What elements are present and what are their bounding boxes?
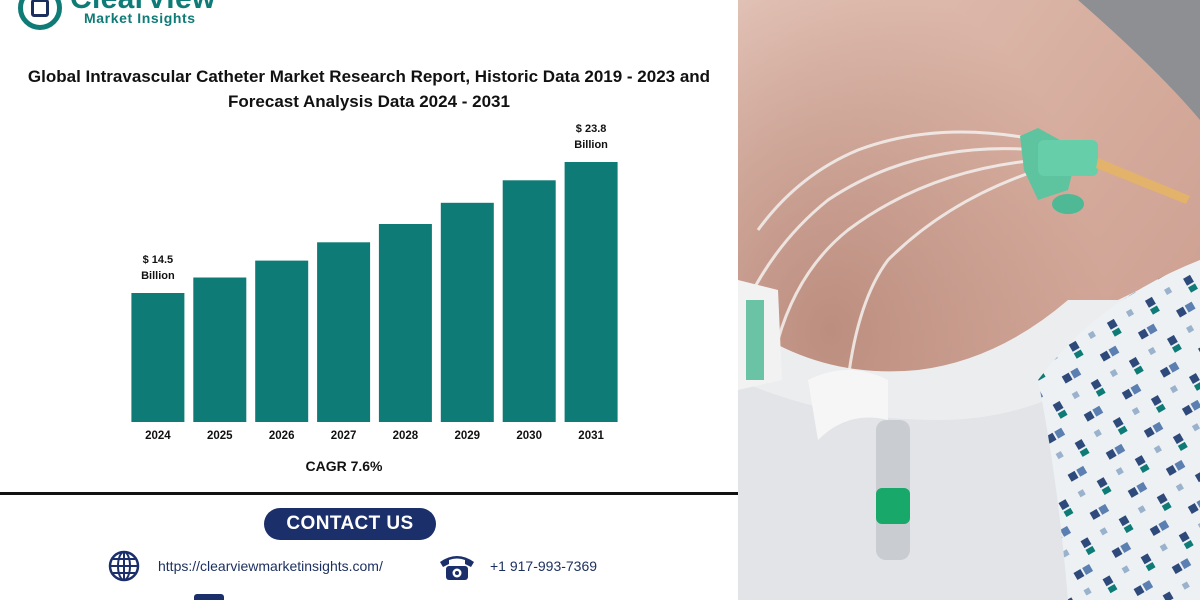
section-divider	[0, 492, 738, 495]
bar-chart: 2024 2025 2026 2027 2028 2029 2030 2031 $ 14.5 B…	[131, 123, 618, 442]
x-tick-2025: 2025	[207, 430, 233, 442]
website-link[interactable]: https://clearviewmarketinsights.com/	[158, 558, 383, 574]
bar-2026	[255, 260, 309, 422]
data-label-2031-line1: $ 23.8	[576, 123, 607, 135]
bar-2025	[193, 277, 247, 422]
bar-2027	[317, 242, 371, 422]
cagr-annotation: CAGR 7.6%	[305, 458, 383, 474]
x-tick-2030: 2030	[516, 430, 542, 442]
email-icon	[194, 594, 224, 600]
data-labels: $ 14.5 Billion $ 23.8 Billion	[141, 123, 608, 282]
x-tick-2024: 2024	[145, 430, 171, 442]
x-tick-labels: 2024 2025 2026 2027 2028 2029 2030 2031	[145, 430, 604, 442]
x-tick-2031: 2031	[578, 430, 604, 442]
data-label-2031-line2: Billion	[574, 139, 608, 151]
chart-title: Global Intravascular Catheter Market Res…	[27, 67, 711, 111]
data-label-2024-line1: $ 14.5	[143, 254, 174, 266]
logo-mark-icon	[18, 0, 62, 30]
catheter-photo	[738, 0, 1200, 600]
bar-2028	[378, 224, 432, 422]
bar-2030	[502, 180, 556, 422]
phone-number: +1 917-993-7369	[490, 558, 598, 574]
bars-group	[131, 162, 618, 422]
x-tick-2029: 2029	[455, 430, 481, 442]
globe-icon	[108, 550, 140, 582]
bar-2029	[440, 202, 494, 422]
bar-2024	[131, 293, 185, 422]
data-label-2024-line2: Billion	[141, 270, 175, 282]
x-tick-2028: 2028	[393, 430, 419, 442]
logo-subtitle: Market Insights	[84, 10, 196, 26]
contact-us-heading: CONTACT US	[264, 508, 436, 540]
bar-2031	[564, 162, 618, 422]
infographic-panel: ClearView Market Insights Global Intrava…	[0, 0, 738, 600]
x-tick-2026: 2026	[269, 430, 295, 442]
logo-title: ClearView	[70, 0, 216, 16]
logo: ClearView Market Insights	[14, 0, 244, 34]
telephone-icon	[440, 556, 474, 580]
x-tick-2027: 2027	[331, 430, 357, 442]
